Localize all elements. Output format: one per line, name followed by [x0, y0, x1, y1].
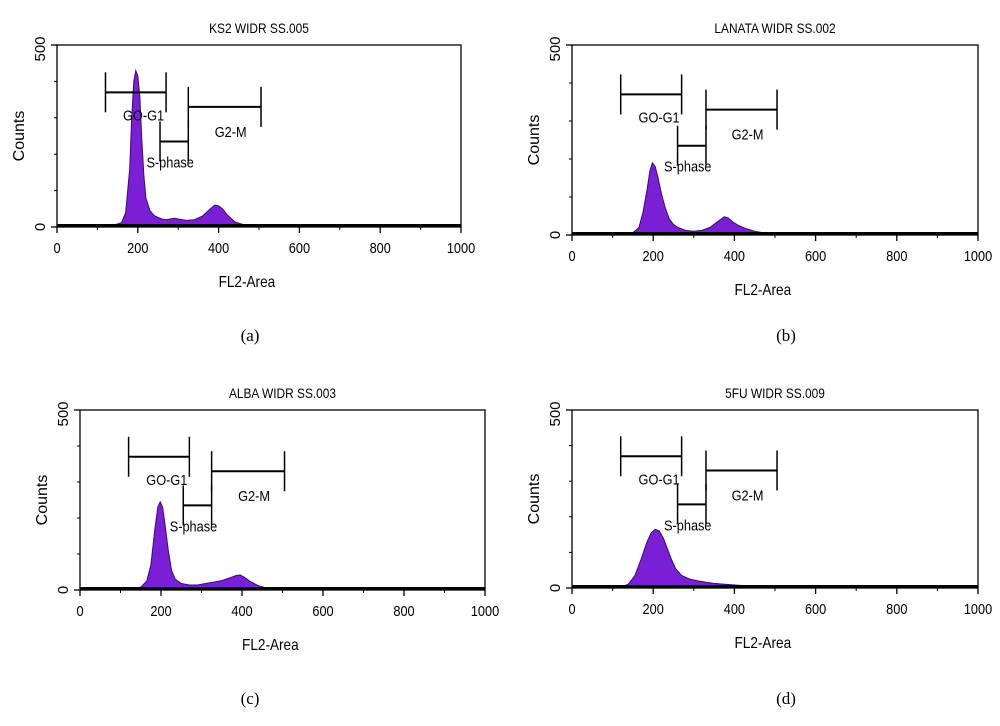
gate-label: GO-G1	[123, 106, 164, 123]
x-tick-label: 200	[643, 600, 664, 617]
y-tick-label: 500	[32, 36, 49, 61]
x-tick-label: 800	[886, 600, 907, 617]
x-tick-label: 600	[805, 247, 826, 264]
gate-label: G2-M	[732, 487, 764, 504]
gate-s-phase: S-phase	[170, 485, 218, 535]
x-tick-label: 600	[289, 239, 310, 256]
gate-label: S-phase	[664, 516, 712, 533]
x-tick-label: 0	[568, 600, 575, 617]
x-tick-label: 800	[886, 247, 907, 264]
y-axis-label: Counts	[526, 115, 543, 166]
gate-s-phase: S-phase	[664, 484, 712, 534]
chart-title: ALBA WIDR SS.003	[229, 385, 336, 401]
x-axis-label: FL2-Area	[735, 282, 792, 299]
chart-title: KS2 WIDR SS.005	[209, 20, 309, 36]
x-tick-label: 400	[208, 239, 229, 256]
gate-label: G2-M	[732, 126, 764, 143]
x-tick-label: 0	[568, 247, 575, 264]
gate-label: GO-G1	[146, 471, 187, 488]
gate-label: GO-G1	[639, 470, 680, 487]
x-tick-label: 600	[805, 600, 826, 617]
gate-g2-m: G2-M	[187, 86, 262, 140]
chart-panel-2: LANATA WIDR SS.002 GO-G1 S-phase G2-M 0 200 40…	[526, 20, 992, 299]
panel-label-a: (a)	[240, 326, 260, 345]
gate-label: G2-M	[215, 123, 247, 140]
plot-frame	[571, 409, 979, 589]
gate-go-g1: GO-G1	[127, 436, 191, 488]
histogram-area	[124, 500, 283, 591]
x-tick-label: 800	[370, 239, 391, 256]
chart-panel-3: ALBA WIDR SS.003 GO-G1 S-phase G2-M 0 200 400 6…	[34, 385, 499, 654]
gate-s-phase: S-phase	[146, 121, 194, 171]
x-axis-label: FL2-Area	[242, 637, 299, 654]
x-tick-label: 1000	[964, 600, 993, 617]
chart-panel-1: KS2 WIDR SS.005 GO-G1 S-phase G2-M 0 200 400 60…	[11, 20, 475, 291]
gate-label: S-phase	[664, 158, 712, 175]
panel-label-b: (b)	[776, 326, 796, 345]
y-tick-label: 0	[32, 223, 49, 231]
y-tick-label: 500	[547, 36, 564, 61]
gate-go-g1: GO-G1	[619, 74, 683, 126]
y-tick-label: 500	[55, 401, 72, 426]
chart-title: 5FU WIDR SS.009	[725, 385, 825, 401]
histogram-area	[616, 161, 778, 236]
gate-label: S-phase	[170, 517, 218, 534]
x-tick-label: 0	[76, 602, 83, 619]
gate-go-g1: GO-G1	[619, 436, 683, 488]
x-tick-label: 600	[312, 602, 333, 619]
x-tick-label: 1000	[964, 247, 993, 264]
x-axis-label: FL2-Area	[219, 274, 276, 291]
gate-g2-m: G2-M	[210, 451, 286, 504]
gate-g2-m: G2-M	[705, 89, 778, 143]
x-tick-label: 400	[724, 600, 745, 617]
x-tick-label: 1000	[447, 239, 476, 256]
y-axis-label: Counts	[526, 474, 543, 525]
plot-frame	[79, 409, 486, 591]
x-axis-label: FL2-Area	[735, 635, 792, 652]
y-tick-label: 0	[55, 586, 72, 594]
x-tick-label: 200	[643, 247, 664, 264]
y-axis-label: Counts	[34, 475, 51, 526]
gate-label: S-phase	[146, 153, 194, 170]
x-tick-label: 400	[724, 247, 745, 264]
x-tick-label: 800	[393, 602, 414, 619]
histogram-area	[97, 68, 268, 228]
panel-label-d: (d)	[776, 689, 796, 708]
y-tick-label: 0	[547, 231, 564, 239]
panel-label-c: (c)	[240, 689, 260, 708]
y-tick-label: 500	[547, 401, 564, 426]
histogram-area	[616, 528, 776, 589]
gate-g2-m: G2-M	[705, 450, 778, 504]
x-tick-label: 400	[231, 602, 252, 619]
plot-frame	[56, 44, 462, 228]
chart-title: LANATA WIDR SS.002	[714, 20, 835, 36]
chart-panel-4: 5FU WIDR SS.009 GO-G1 S-phase G2-M 0 200 400 60…	[526, 385, 992, 652]
x-tick-label: 0	[53, 239, 60, 256]
x-tick-label: 200	[127, 239, 148, 256]
plot-frame	[571, 44, 979, 236]
gate-label: GO-G1	[639, 108, 680, 125]
x-tick-label: 1000	[471, 602, 500, 619]
gate-label: G2-M	[238, 487, 270, 504]
gate-go-g1: GO-G1	[104, 72, 167, 124]
gate-s-phase: S-phase	[664, 125, 712, 175]
y-tick-label: 0	[547, 584, 564, 592]
x-tick-label: 200	[150, 602, 171, 619]
y-axis-label: Counts	[11, 111, 28, 162]
